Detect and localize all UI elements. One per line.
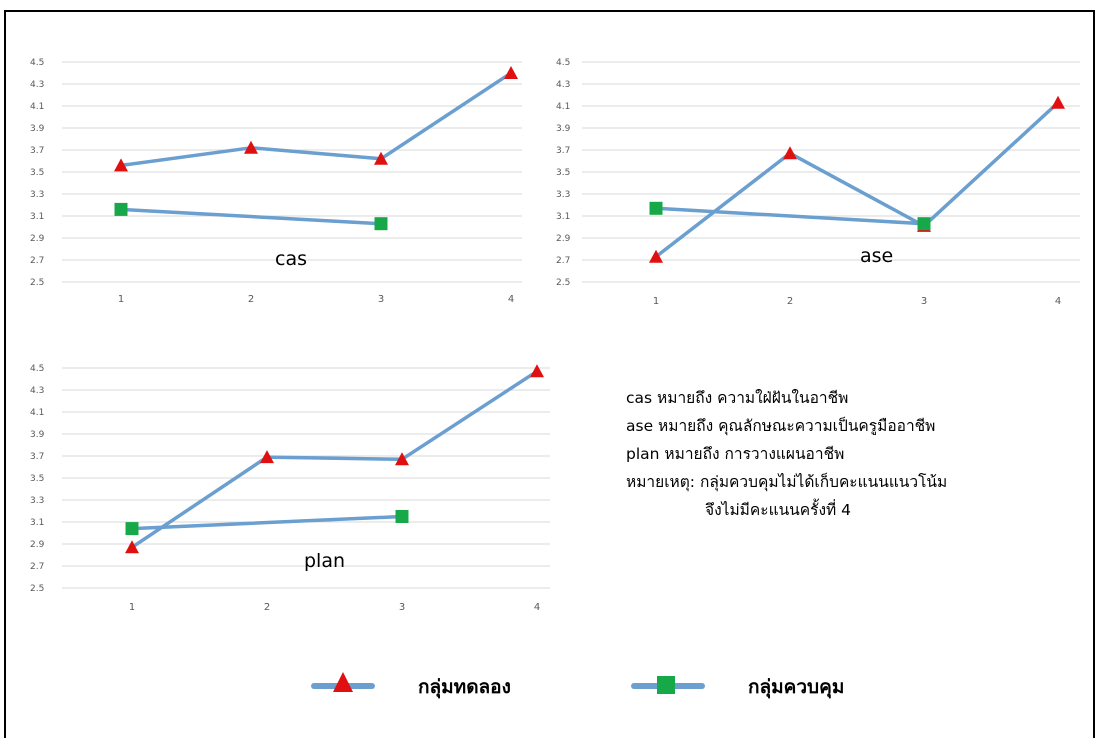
ase-ytick-label: 2.7 <box>556 256 570 266</box>
ase-experimental-point <box>1051 95 1065 109</box>
ase-ytick-label: 3.5 <box>556 168 570 178</box>
ase-series-line-control <box>654 206 926 226</box>
plan-control-point <box>125 522 139 536</box>
plan-ytick-label: 3.7 <box>30 452 44 462</box>
ase-experimental-point <box>783 146 797 160</box>
ase-ytick-label: 3.9 <box>556 124 571 134</box>
chart-plan-label: plan <box>304 550 346 572</box>
chart-cas-svg: 2.5 2.7 2.9 3.1 3.3 3.5 3.7 3.9 4.1 4.3 4.5 1 2 3 4 <box>30 58 522 305</box>
note-ase: ase หมายถึง คุณลักษณะความเป็นครูมืออาชีพ <box>626 417 936 435</box>
legend-item-control: กลุ่มควบคุม <box>630 664 910 708</box>
plan-experimental-point <box>395 452 409 466</box>
plan-control-point <box>395 510 409 523</box>
legend-experimental-label: กลุ่มทดลอง <box>418 676 511 698</box>
ase-ytick-label: 4.1 <box>556 102 570 112</box>
plan-series-line-control <box>130 514 404 531</box>
plan-ytick-label: 3.5 <box>30 474 44 484</box>
cas-ytick-label: 3.3 <box>30 190 44 200</box>
ase-xtick-label: 3 <box>921 296 927 307</box>
legend-control-swatch <box>631 676 705 694</box>
cas-series-line-control <box>119 207 383 226</box>
ase-xtick-label: 2 <box>787 296 793 307</box>
cas-ytick-label: 2.7 <box>30 256 44 266</box>
ase-control-point <box>649 201 663 215</box>
ase-xtick-label: 1 <box>653 296 659 307</box>
chart-ase-svg: 2.5 2.7 2.9 3.1 3.3 3.5 3.7 3.9 4.1 4.3 4.5 1 2 3 4 <box>556 58 1080 307</box>
ase-ytick-label: 2.5 <box>556 278 570 288</box>
plan-experimental-point <box>260 450 274 464</box>
plan-ytick-label: 2.7 <box>30 562 44 572</box>
plan-xtick-label: 3 <box>399 602 405 613</box>
cas-experimental-point <box>114 158 128 172</box>
cas-ytick-label: 4.5 <box>30 58 44 68</box>
cas-ytick-label: 3.7 <box>30 146 44 156</box>
legend-experimental-swatch <box>311 672 375 692</box>
ase-ytick-label: 4.3 <box>556 80 570 90</box>
legend: กลุ่มทดลอง กลุ่มควบคุม <box>0 664 1099 708</box>
note-remark-continued: จึงไม่มีคะแนนครั้งที่ 4 <box>705 501 852 519</box>
cas-ytick-label: 3.5 <box>30 168 44 178</box>
ase-ytick-label: 3.1 <box>556 212 570 222</box>
chart-cas-label: cas <box>275 248 307 270</box>
legend-control-label: กลุ่มควบคุม <box>748 676 845 698</box>
ase-ytick-label: 3.7 <box>556 146 570 156</box>
plan-ytick-label: 3.3 <box>30 496 44 506</box>
chart-plan: 2.5 2.7 2.9 3.1 3.3 3.5 3.7 3.9 4.1 4.3 4.5 1 2 3 4 pl… <box>30 358 560 620</box>
chart-cas: 2.5 2.7 2.9 3.1 3.3 3.5 3.7 3.9 4.1 4.3 4.5 1 2 3 4 ca… <box>30 52 530 314</box>
cas-experimental-point <box>504 66 518 79</box>
note-remark: หมายเหตุ: กลุ่มควบคุมไม่ได้เก็บคะแนนแนวโ… <box>626 473 948 491</box>
cas-ytick-label: 2.5 <box>30 278 44 288</box>
cas-xtick-label: 3 <box>378 294 384 305</box>
ase-ytick-label: 3.3 <box>556 190 570 200</box>
ase-xtick-label: 4 <box>1055 296 1061 307</box>
abbreviation-notes: cas หมายถึง ความใฝ่ฝันในอาชีพ ase หมายถึ… <box>626 384 947 524</box>
plan-ytick-label: 4.5 <box>30 364 44 374</box>
ase-series-line-experimental <box>654 100 1060 259</box>
plan-xtick-label: 2 <box>264 602 270 613</box>
chart-ase-label: ase <box>860 245 894 267</box>
cas-control-point <box>374 217 388 231</box>
cas-control-point <box>114 202 128 216</box>
plan-ytick-label: 2.9 <box>30 540 45 550</box>
cas-xtick-label: 2 <box>248 294 254 305</box>
cas-experimental-point <box>374 151 388 165</box>
cas-xtick-label: 4 <box>508 294 514 305</box>
ase-control-point <box>917 217 931 231</box>
cas-ytick-label: 3.9 <box>30 124 45 134</box>
plan-ytick-label: 2.5 <box>30 584 44 594</box>
figure-frame <box>4 10 1095 738</box>
ase-ytick-label: 4.5 <box>556 58 570 68</box>
cas-ytick-label: 3.1 <box>30 212 44 222</box>
cas-series-line-experimental <box>119 71 513 168</box>
chart-ase: 2.5 2.7 2.9 3.1 3.3 3.5 3.7 3.9 4.1 4.3 4.5 1 2 3 4 as… <box>556 52 1086 314</box>
ase-ytick-label: 2.9 <box>556 234 571 244</box>
plan-experimental-point <box>125 540 139 554</box>
plan-experimental-point <box>530 364 544 378</box>
plan-xtick-label: 1 <box>129 602 135 613</box>
cas-ytick-label: 2.9 <box>30 234 45 244</box>
cas-xtick-label: 1 <box>118 294 124 305</box>
plan-ytick-label: 4.1 <box>30 408 44 418</box>
cas-ytick-label: 4.3 <box>30 80 44 90</box>
note-plan: plan หมายถึง การวางแผนอาชีพ <box>626 445 845 463</box>
plan-series-line-experimental <box>130 369 539 550</box>
note-cas: cas หมายถึง ความใฝ่ฝันในอาชีพ <box>626 389 849 407</box>
plan-ytick-label: 3.9 <box>30 430 45 440</box>
cas-experimental-point <box>244 140 258 154</box>
plan-ytick-label: 4.3 <box>30 386 44 396</box>
plan-xtick-label: 4 <box>534 602 540 613</box>
ase-experimental-point <box>649 249 663 263</box>
legend-item-experimental: กลุ่มทดลอง <box>310 664 570 708</box>
cas-ytick-label: 4.1 <box>30 102 44 112</box>
plan-ytick-label: 3.1 <box>30 518 44 528</box>
chart-plan-svg: 2.5 2.7 2.9 3.1 3.3 3.5 3.7 3.9 4.1 4.3 4.5 1 2 3 4 <box>30 364 550 613</box>
